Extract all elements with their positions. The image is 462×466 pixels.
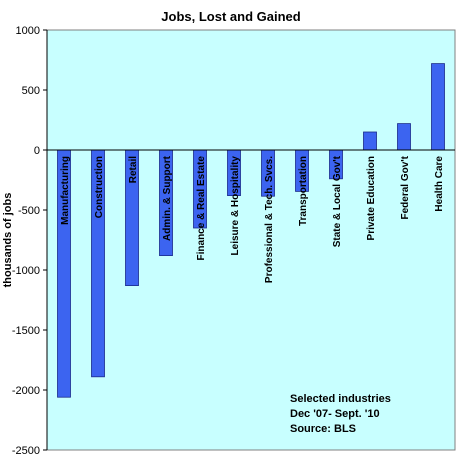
category-label: Private Education: [366, 156, 377, 240]
annotation-line: Source: BLS: [290, 423, 356, 435]
category-label: Retail: [128, 156, 139, 183]
category-label: Manufacturing: [60, 156, 71, 225]
y-tick-label: 1000: [16, 25, 40, 37]
y-axis-label: thousands of jobs: [2, 193, 14, 288]
category-label: State & Local Gov't: [332, 155, 343, 247]
bars: [57, 63, 445, 398]
y-tick-label: 0: [34, 145, 40, 157]
y-tick-label: -1000: [12, 265, 40, 277]
bar: [363, 131, 377, 151]
category-label: Finance & Real Estate: [196, 156, 207, 261]
y-tick-label: -2500: [12, 445, 40, 457]
y-axis-ticks: 1000 500 0 -500 -1000 -1500 -2000 -2500: [12, 25, 47, 457]
y-tick-label: -2000: [12, 385, 40, 397]
annotation-line: Dec '07- Sept. '10: [290, 408, 380, 420]
annotation-line: Selected industries: [290, 393, 391, 405]
bar: [431, 63, 445, 151]
plot-area: [46, 29, 456, 451]
category-label: Federal Gov't: [400, 155, 411, 219]
category-label: Transportation: [298, 156, 309, 226]
chart-title: Jobs, Lost and Gained: [161, 9, 300, 24]
category-label: Health Care: [434, 156, 445, 212]
y-tick-label: -500: [18, 205, 40, 217]
y-tick-label: 500: [22, 85, 40, 97]
y-tick-label: -1500: [12, 325, 40, 337]
bar: [397, 123, 411, 151]
category-label: Leisure & Hospitality: [230, 156, 241, 256]
category-label: Admin. & Support: [162, 155, 173, 241]
category-label: Construction: [94, 156, 105, 218]
category-labels: Manufacturing Construction Retail Admin. & …: [60, 155, 445, 283]
annotation: Selected industries Dec '07- Sept. '10 Sou…: [290, 393, 391, 435]
category-label: Professional & Tech. Svcs.: [264, 156, 275, 283]
